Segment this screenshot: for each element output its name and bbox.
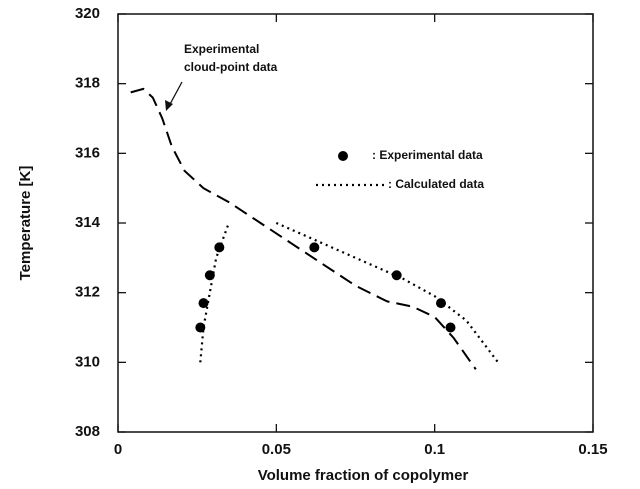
legend-marker: [338, 151, 348, 161]
annotation: Experimental: [184, 42, 259, 56]
data-point: [214, 242, 225, 253]
x-tick-label: 0.05: [262, 441, 291, 458]
arrow-head: [165, 100, 173, 111]
y-tick-label: 314: [75, 214, 101, 231]
y-tick-label: 316: [75, 144, 100, 161]
data-point: [309, 242, 320, 253]
y-tick-label: 312: [75, 284, 100, 301]
legend-label: : Calculated data: [388, 177, 484, 191]
data-point: [195, 322, 206, 333]
data-point: [436, 298, 446, 309]
data-point: [198, 298, 209, 309]
legend-label: : Experimental data: [372, 148, 483, 162]
x-axis-label: Volume fraction of copolymer: [258, 467, 469, 484]
annotation-arrow: [168, 81, 183, 107]
data-line: [199, 221, 499, 363]
x-tick-label: 0: [114, 441, 122, 458]
y-tick-label: 318: [75, 75, 100, 92]
data-line: [130, 87, 477, 370]
x-tick-label: 0.15: [578, 441, 607, 458]
x-tick-label: 0.1: [424, 441, 445, 458]
y-tick-label: 308: [75, 423, 100, 440]
annotation: cloud-point data: [184, 60, 278, 74]
y-tick-label: 310: [75, 353, 100, 370]
data-point: [391, 270, 402, 281]
y-axis-label: Temperature [K]: [17, 166, 34, 281]
y-tick-label: 320: [75, 5, 100, 22]
data-point: [445, 322, 456, 333]
plot-frame: [117, 13, 594, 433]
